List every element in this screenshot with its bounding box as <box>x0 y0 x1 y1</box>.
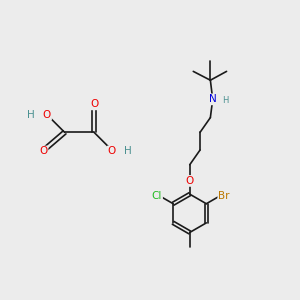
Text: O: O <box>186 176 194 186</box>
Text: O: O <box>39 146 47 157</box>
Text: H: H <box>222 96 228 105</box>
Text: O: O <box>43 110 51 120</box>
Text: O: O <box>90 99 98 110</box>
Text: N: N <box>209 94 217 104</box>
Text: Br: Br <box>218 191 230 201</box>
Text: Cl: Cl <box>152 191 162 201</box>
Text: H: H <box>124 146 132 157</box>
Text: H: H <box>27 110 34 120</box>
Text: O: O <box>108 146 116 157</box>
